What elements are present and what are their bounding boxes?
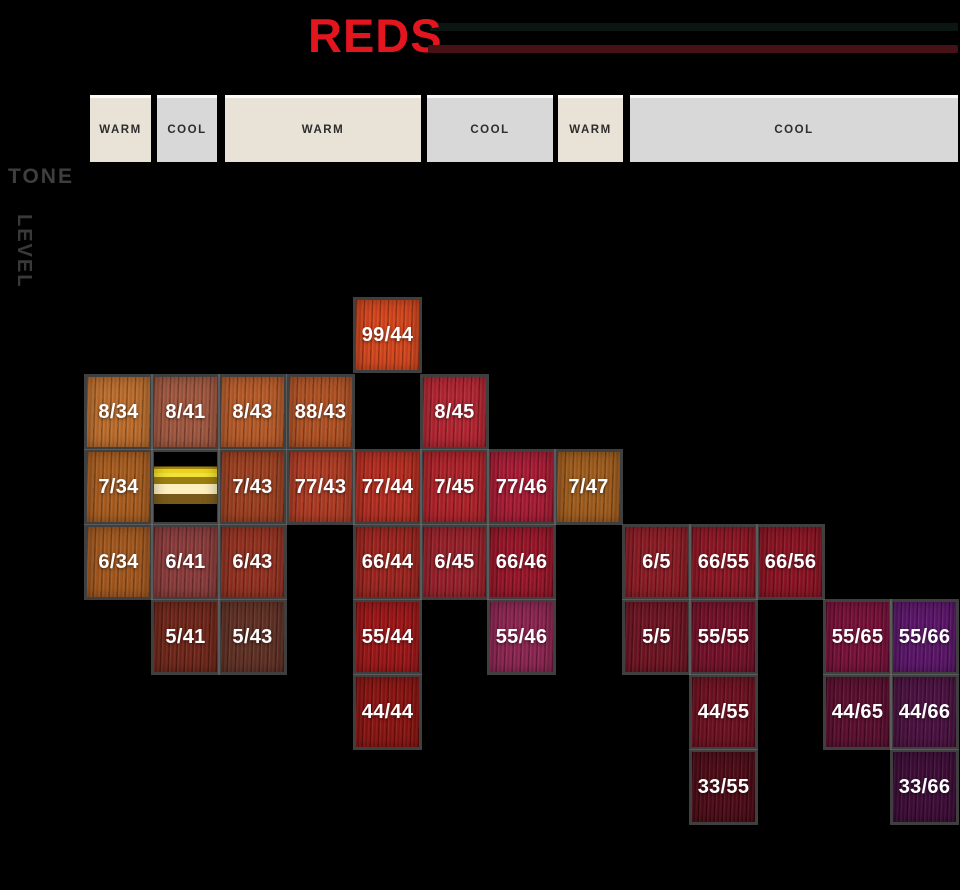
page-title: REDS <box>308 9 443 62</box>
swatch-code: 55/46 <box>495 625 548 648</box>
swatch-code: 88/43 <box>294 400 347 423</box>
tone-header-label: WARM <box>99 124 142 136</box>
swatch-77-46[interactable]: 77/46 <box>490 452 553 522</box>
swatch-code: 6/34 <box>98 550 139 573</box>
swatch-7-45[interactable]: 7/45 <box>423 452 486 522</box>
swatch-code: 66/46 <box>495 550 548 573</box>
swatch-code: 8/41 <box>165 400 206 423</box>
swatch-code: 44/44 <box>361 700 414 723</box>
tone-header-label: COOL <box>167 124 207 136</box>
title-underline <box>428 45 958 53</box>
swatch-7-47[interactable]: 7/47 <box>557 452 620 522</box>
swatch-33-55[interactable]: 33/55 <box>692 752 755 822</box>
tone-header-warm-0: WARM <box>90 95 151 162</box>
swatch-code: 66/56 <box>764 550 817 573</box>
swatch-66-55[interactable]: 66/55 <box>692 527 755 597</box>
swatch-code: 33/66 <box>898 775 951 798</box>
swatch-7-34[interactable]: 7/34 <box>87 452 150 522</box>
tone-header-label: COOL <box>470 124 510 136</box>
tone-header-label: WARM <box>301 124 345 136</box>
tone-header-warm-2: WARM <box>225 95 421 162</box>
swatch-code: 55/55 <box>697 625 750 648</box>
swatch-code: 6/5 <box>642 550 671 573</box>
swatch-code: 7/47 <box>568 475 609 498</box>
swatch-5-41[interactable]: 5/41 <box>154 602 217 672</box>
swatch-8-45[interactable]: 8/45 <box>423 377 486 447</box>
swatch-code: 5/43 <box>232 625 273 648</box>
swatch-6-43[interactable]: 6/43 <box>221 527 284 597</box>
title-shadow-bar <box>430 23 958 31</box>
swatch-code: 77/46 <box>495 475 548 498</box>
swatch-code: 8/43 <box>232 400 273 423</box>
tone-header-cool-5: COOL <box>630 95 958 162</box>
swatch-77-43[interactable]: 77/43 <box>289 452 352 522</box>
swatch-code: 55/65 <box>831 625 884 648</box>
swatch-55-65[interactable]: 55/65 <box>826 602 889 672</box>
swatch-code: 6/41 <box>165 550 206 573</box>
swatch-code: 44/65 <box>831 700 884 723</box>
swatch-55-46[interactable]: 55/46 <box>490 602 553 672</box>
swatch-code: 33/55 <box>697 775 750 798</box>
swatch-33-66[interactable]: 33/66 <box>893 752 956 822</box>
swatch-code: 55/66 <box>898 625 951 648</box>
tone-header-cool-3: COOL <box>427 95 553 162</box>
swatch-44-44[interactable]: 44/44 <box>356 677 419 747</box>
swatch-code: 99/44 <box>361 323 414 346</box>
swatch-44-66[interactable]: 44/66 <box>893 677 956 747</box>
swatch-code: 44/66 <box>898 700 951 723</box>
swatch-5-43[interactable]: 5/43 <box>221 602 284 672</box>
swatch-code: 77/44 <box>361 475 414 498</box>
swatch-55-44[interactable]: 55/44 <box>356 602 419 672</box>
tone-header-cool-1: COOL <box>157 95 217 162</box>
swatch-88-43[interactable]: 88/43 <box>289 377 352 447</box>
swatch-code: 8/45 <box>434 400 475 423</box>
tone-header-label: WARM <box>569 124 612 136</box>
swatch-66-56[interactable]: 66/56 <box>759 527 822 597</box>
swatch-blonde-stripes[interactable] <box>154 452 217 522</box>
tone-header-warm-4: WARM <box>558 95 623 162</box>
swatch-code: 6/43 <box>232 550 273 573</box>
swatch-77-44[interactable]: 77/44 <box>356 452 419 522</box>
swatch-code: 55/44 <box>361 625 414 648</box>
swatch-55-66[interactable]: 55/66 <box>893 602 956 672</box>
swatch-44-55[interactable]: 44/55 <box>692 677 755 747</box>
swatch-7-43[interactable]: 7/43 <box>221 452 284 522</box>
swatch-code: 6/45 <box>434 550 475 573</box>
swatch-44-65[interactable]: 44/65 <box>826 677 889 747</box>
swatch-55-55[interactable]: 55/55 <box>692 602 755 672</box>
swatch-code: 66/44 <box>361 550 414 573</box>
tone-axis-label: TONE <box>8 165 74 188</box>
swatch-code: 7/43 <box>232 475 273 498</box>
swatch-8-34[interactable]: 8/34 <box>87 377 150 447</box>
swatch-code: 8/34 <box>98 400 139 423</box>
swatch-6-41[interactable]: 6/41 <box>154 527 217 597</box>
swatch-code: 44/55 <box>697 700 750 723</box>
swatch-6-5[interactable]: 6/5 <box>625 527 688 597</box>
swatch-66-46[interactable]: 66/46 <box>490 527 553 597</box>
swatch-8-43[interactable]: 8/43 <box>221 377 284 447</box>
swatch-66-44[interactable]: 66/44 <box>356 527 419 597</box>
swatch-6-34[interactable]: 6/34 <box>87 527 150 597</box>
level-axis-label: LEVEL <box>13 214 35 289</box>
swatch-code: 5/41 <box>165 625 206 648</box>
swatch-6-45[interactable]: 6/45 <box>423 527 486 597</box>
swatch-code: 66/55 <box>697 550 750 573</box>
swatch-code: 7/45 <box>434 475 475 498</box>
swatch-99-44[interactable]: 99/44 <box>356 300 419 370</box>
tone-header-label: COOL <box>774 124 814 136</box>
swatch-5-5[interactable]: 5/5 <box>625 602 688 672</box>
swatch-8-41[interactable]: 8/41 <box>154 377 217 447</box>
swatch-code: 7/34 <box>98 475 139 498</box>
swatch-code: 77/43 <box>294 475 347 498</box>
swatch-code: 5/5 <box>642 625 671 648</box>
